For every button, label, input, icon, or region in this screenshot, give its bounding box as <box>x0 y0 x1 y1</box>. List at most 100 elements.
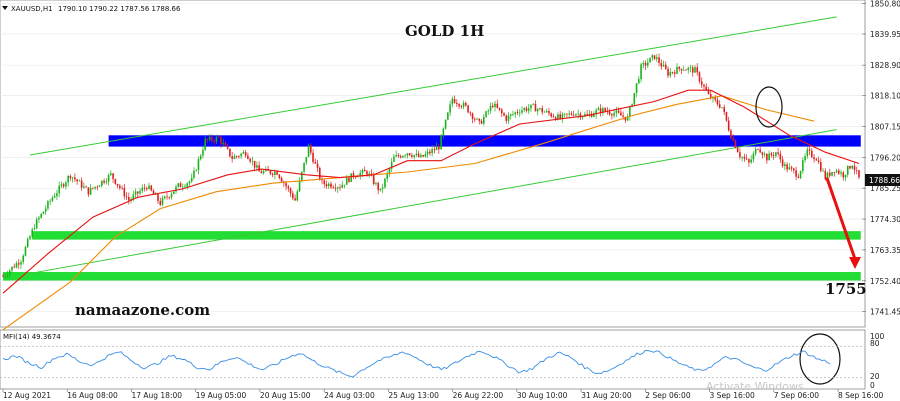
candle-body <box>157 194 159 201</box>
candle-body <box>707 90 710 94</box>
candle-body <box>797 176 800 178</box>
triangle-down-icon[interactable] <box>2 6 8 10</box>
candle-body <box>698 72 701 82</box>
candle-body <box>357 176 359 178</box>
candle-body <box>676 66 678 74</box>
candle-body <box>620 112 622 116</box>
candle-body <box>678 66 681 69</box>
price-tick-label: 1752.40 <box>870 277 900 286</box>
candle-body <box>748 159 750 163</box>
candle-body <box>4 275 7 277</box>
candle-body <box>629 106 631 117</box>
candle-body <box>307 145 310 157</box>
candle-body <box>534 103 537 112</box>
candle-body <box>62 184 65 187</box>
time-tick-label: 17 Aug 18:00 <box>131 391 182 400</box>
candle-body <box>673 72 676 74</box>
candle-body <box>721 107 723 108</box>
candle-body <box>375 183 377 185</box>
candle-body <box>638 79 640 84</box>
candle-body <box>539 108 541 110</box>
candle-body <box>343 184 346 186</box>
arrow-shaft <box>825 177 857 260</box>
candle-body <box>206 138 209 140</box>
candle-body <box>507 115 510 121</box>
candle-body <box>145 188 148 190</box>
candle-body <box>826 172 829 180</box>
candle-body <box>298 180 301 192</box>
candle-body <box>226 145 229 149</box>
zone-support_lower <box>3 272 861 281</box>
candle-body <box>667 68 669 76</box>
candle-body <box>509 114 512 116</box>
candle-body <box>71 177 74 179</box>
candle-body <box>795 170 797 177</box>
candle-body <box>352 173 355 177</box>
candle-body <box>784 164 786 167</box>
candle-body <box>103 180 105 183</box>
candle-body <box>211 136 213 141</box>
candle-body <box>202 149 204 156</box>
candle-body <box>444 119 447 129</box>
candle-body <box>6 274 9 276</box>
candle-body <box>588 113 591 115</box>
candle-body <box>15 263 18 268</box>
candle-body <box>345 177 348 185</box>
candle-body <box>584 114 586 117</box>
candle-body <box>739 152 741 158</box>
candle-body <box>846 165 849 175</box>
candle-body <box>761 152 764 155</box>
candle-body <box>523 108 526 111</box>
annotation-ellipses <box>755 86 841 385</box>
moving-averages <box>2 89 860 331</box>
candle-body <box>777 152 779 154</box>
candle-body <box>471 113 474 119</box>
candle-body <box>285 183 287 187</box>
candle-body <box>60 184 63 186</box>
candle-body <box>390 161 393 169</box>
candle-body <box>336 187 339 189</box>
price-tick-label: 1818.10 <box>870 92 900 101</box>
candle-body <box>590 113 593 117</box>
candle-body <box>575 114 577 116</box>
candle-body <box>166 196 168 198</box>
candle-body <box>278 174 281 178</box>
candle-body <box>13 266 16 268</box>
price-tick-label: 1741.45 <box>870 308 900 317</box>
candle-body <box>101 180 103 186</box>
candle-body <box>193 170 195 178</box>
candle-body <box>393 156 395 162</box>
candle-body <box>143 187 146 189</box>
candle-body <box>689 67 692 69</box>
time-tick-label: 25 Aug 13:00 <box>388 391 439 400</box>
candle-body <box>330 183 332 188</box>
candle-body <box>642 63 645 65</box>
candles <box>2 53 860 279</box>
time-tick-label: 16 Aug 08:00 <box>67 391 118 400</box>
candle-body <box>197 159 200 171</box>
candle-body <box>593 114 595 117</box>
candle-body <box>316 163 319 168</box>
candle-body <box>438 146 440 150</box>
candle-body <box>813 157 815 160</box>
candle-body <box>121 187 123 189</box>
candle-body <box>804 156 806 161</box>
candle-body <box>339 187 341 189</box>
candle-body <box>545 110 548 112</box>
candle-body <box>406 153 409 156</box>
candle-body <box>276 171 278 175</box>
candle-body <box>235 156 238 157</box>
mfi-level-80: 80 <box>870 339 880 348</box>
candle-body <box>741 157 743 158</box>
candle-body <box>453 98 456 103</box>
candle-body <box>647 62 649 66</box>
candle-body <box>828 172 831 176</box>
candle-body <box>312 152 314 163</box>
candle-body <box>274 171 276 175</box>
candle-body <box>496 103 499 108</box>
candle-body <box>572 114 575 116</box>
candle-body <box>172 191 175 195</box>
candle-body <box>35 219 38 229</box>
candle-body <box>161 198 164 205</box>
candle-body <box>586 114 588 115</box>
